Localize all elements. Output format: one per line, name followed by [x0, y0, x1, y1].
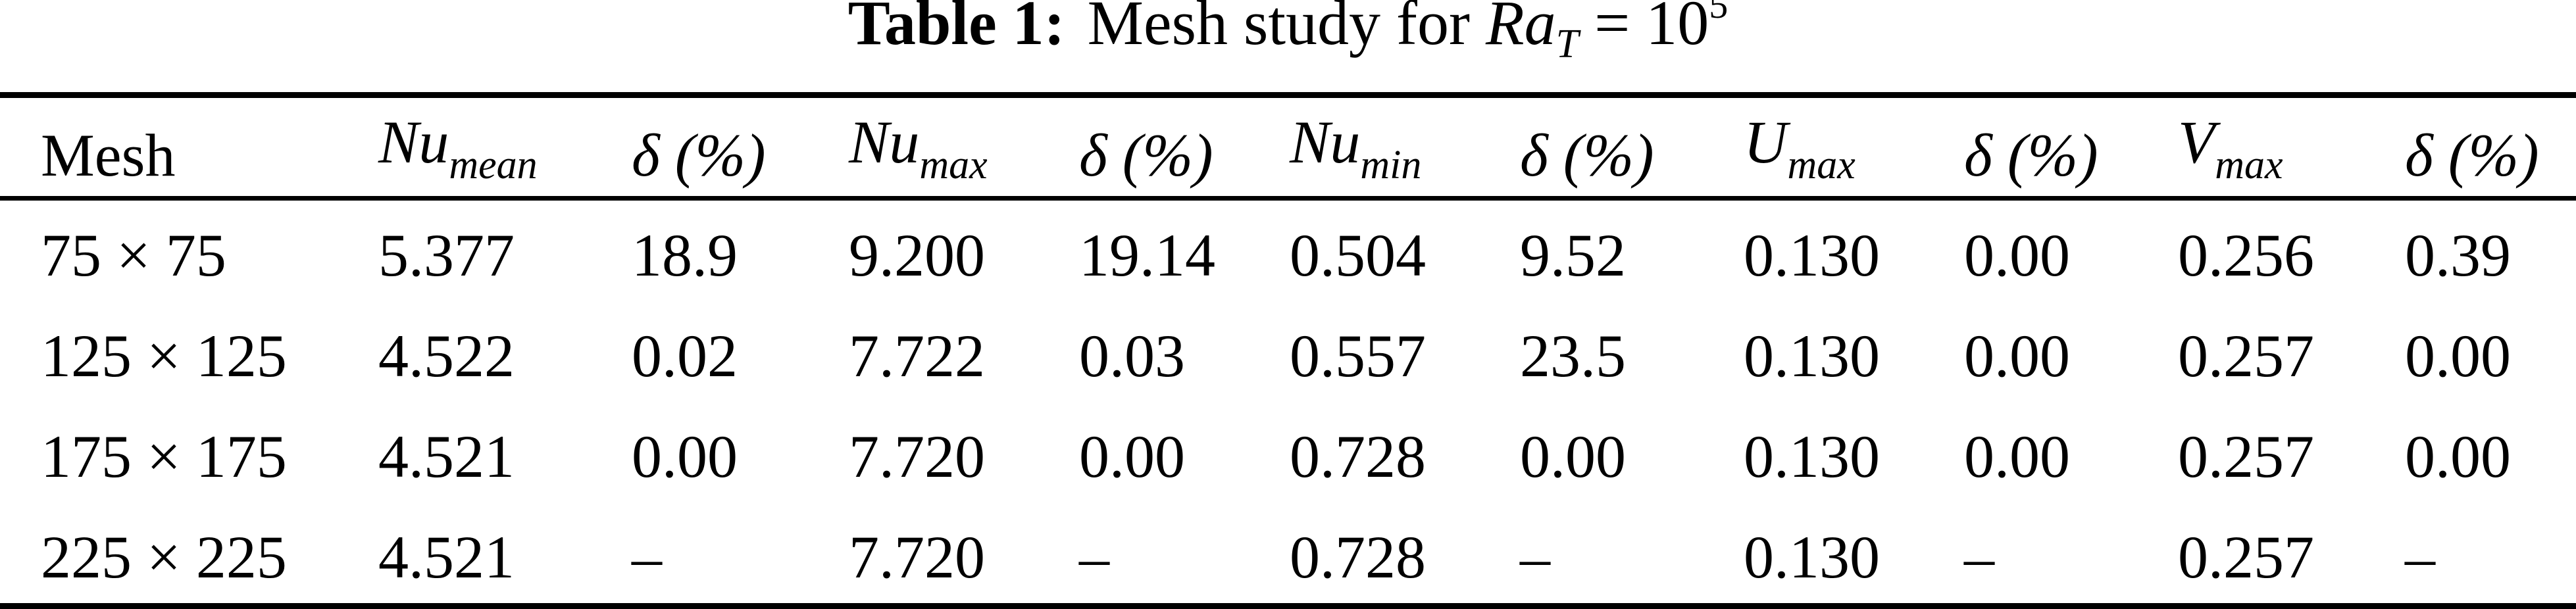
- cell-r1-u-max: 0.130: [1744, 222, 1880, 289]
- column-header-v-max: Vmax: [2178, 98, 2405, 201]
- cell-r2-delta-umax: 0.00: [1964, 322, 2070, 389]
- cell-r4-u-max: 0.130: [1744, 524, 1880, 591]
- column-header-delta-vmax: δ (%): [2405, 98, 2576, 201]
- column-header-label: U: [1744, 109, 1788, 176]
- column-header-nu-min: Numin: [1290, 98, 1520, 201]
- column-header-subscript: min: [1360, 143, 1422, 187]
- table-body: 75 × 75 5.377 18.9 9.200 19.14 0.504 9.52 0.130…: [0, 199, 2576, 604]
- cell-r3-nu-mean: 4.521: [378, 423, 515, 490]
- column-header-label: Nu: [849, 109, 920, 176]
- column-header-delta-mean: δ (%): [632, 98, 849, 201]
- column-header-label: δ (%): [1079, 122, 1213, 189]
- cell-r2-nu-mean: 4.522: [378, 322, 515, 389]
- cell-r2-delta-vmax: 0.00: [2405, 322, 2511, 389]
- table-caption: Table 1: Mesh study for RaT = 105: [0, 0, 2576, 76]
- cell-r2-nu-max: 7.722: [849, 322, 985, 389]
- mesh-study-table: Mesh Numean δ (%) Numax δ (%) Numin δ (%) Umax δ…: [0, 98, 2576, 603]
- caption-equals: = 10: [1578, 0, 1709, 58]
- column-header-label: δ (%): [2405, 122, 2539, 189]
- cell-r1-nu-max: 9.200: [849, 222, 985, 289]
- column-header-subscript: max: [919, 143, 988, 187]
- cell-r3-delta-umax: 0.00: [1964, 423, 2070, 490]
- cell-r1-v-max: 0.256: [2178, 222, 2314, 289]
- cell-r3-delta-numin: 0.00: [1520, 423, 1626, 490]
- cell-r4-mesh: 225 × 225: [41, 524, 287, 591]
- column-header-subscript: max: [2215, 143, 2283, 187]
- caption-math-var: Ra: [1485, 0, 1556, 58]
- caption-text: Mesh study for: [1071, 0, 1486, 58]
- column-header-nu-mean: Numean: [378, 98, 632, 201]
- cell-r1-nu-min: 0.504: [1290, 222, 1426, 289]
- table-row-4: 225 × 225 4.521 – 7.720 – 0.728 – 0.130 – 0.257 –: [0, 502, 2576, 603]
- column-header-subscript: mean: [449, 143, 538, 187]
- cell-r4-nu-mean: 4.521: [378, 524, 515, 591]
- caption-label: Table 1:: [847, 0, 1065, 58]
- table-row-3: 175 × 175 4.521 0.00 7.720 0.00 0.728 0.00 0.13…: [0, 402, 2576, 502]
- column-header-label: δ (%): [632, 122, 766, 189]
- cell-r2-delta-numax: 0.03: [1079, 322, 1185, 389]
- cell-r1-delta-vmax: 0.39: [2405, 222, 2511, 289]
- cell-r3-mesh: 175 × 175: [41, 423, 287, 490]
- column-header-label: Mesh: [41, 122, 176, 189]
- cell-r3-delta-mean: 0.00: [632, 423, 738, 490]
- cell-r2-u-max: 0.130: [1744, 322, 1880, 389]
- cell-r4-nu-min: 0.728: [1290, 524, 1426, 591]
- table-row-2: 125 × 125 4.522 0.02 7.722 0.03 0.557 23.5 0.13…: [0, 301, 2576, 402]
- cell-r3-delta-numax: 0.00: [1079, 423, 1185, 490]
- cell-r2-nu-min: 0.557: [1290, 322, 1426, 389]
- table-header: Mesh Numean δ (%) Numax δ (%) Numin δ (%) Umax δ…: [0, 98, 2576, 201]
- cell-r1-mesh: 75 × 75: [41, 222, 226, 289]
- column-header-mesh: Mesh: [0, 98, 378, 201]
- cell-r1-delta-mean: 18.9: [632, 222, 738, 289]
- column-header-u-max: Umax: [1744, 98, 1964, 201]
- cell-r1-delta-umax: 0.00: [1964, 222, 2070, 289]
- cell-r1-nu-mean: 5.377: [378, 222, 515, 289]
- column-header-nu-max: Numax: [849, 98, 1079, 201]
- column-header-delta-umax: δ (%): [1964, 98, 2178, 201]
- column-header-delta-numax: δ (%): [1079, 98, 1290, 201]
- cell-r2-delta-numin: 23.5: [1520, 322, 1626, 389]
- column-header-label: Nu: [1290, 109, 1361, 176]
- table-row-1: 75 × 75 5.377 18.9 9.200 19.14 0.504 9.52 0.130…: [0, 199, 2576, 302]
- column-header-label: V: [2178, 109, 2215, 176]
- cell-r1-delta-numax: 19.14: [1079, 222, 1215, 289]
- cell-r1-delta-numin: 9.52: [1520, 222, 1626, 289]
- column-header-label: δ (%): [1520, 122, 1654, 189]
- cell-r3-v-max: 0.257: [2178, 423, 2314, 490]
- caption-exponent: 5: [1709, 0, 1729, 26]
- cell-r4-delta-numin: –: [1520, 524, 1550, 591]
- cell-r4-delta-mean: –: [632, 524, 662, 591]
- cell-r2-v-max: 0.257: [2178, 322, 2314, 389]
- header-row: Mesh Numean δ (%) Numax δ (%) Numin δ (%) Umax δ…: [0, 98, 2576, 201]
- column-header-subscript: max: [1787, 143, 1856, 187]
- cell-r2-delta-mean: 0.02: [632, 322, 738, 389]
- column-header-delta-numin: δ (%): [1520, 98, 1744, 201]
- cell-r4-nu-max: 7.720: [849, 524, 985, 591]
- cell-r3-nu-max: 7.720: [849, 423, 985, 490]
- cell-r4-delta-numax: –: [1079, 524, 1109, 591]
- cell-r4-v-max: 0.257: [2178, 524, 2314, 591]
- column-header-label: Nu: [378, 109, 449, 176]
- table-rules-frame: Mesh Numean δ (%) Numax δ (%) Numin δ (%) Umax δ…: [0, 92, 2576, 609]
- cell-r3-delta-vmax: 0.00: [2405, 423, 2511, 490]
- cell-r4-delta-umax: –: [1964, 524, 1994, 591]
- caption-math-subscript: T: [1555, 22, 1579, 66]
- column-header-label: δ (%): [1964, 122, 2098, 189]
- cell-r3-u-max: 0.130: [1744, 423, 1880, 490]
- cell-r2-mesh: 125 × 125: [41, 322, 287, 389]
- cell-r3-nu-min: 0.728: [1290, 423, 1426, 490]
- cell-r4-delta-vmax: –: [2405, 524, 2435, 591]
